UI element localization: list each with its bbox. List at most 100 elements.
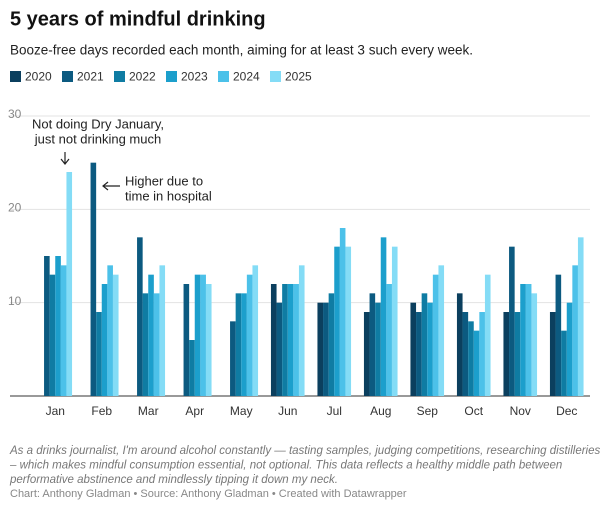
x-tick-label: Dec	[556, 404, 577, 418]
x-tick-label: Jun	[278, 404, 297, 418]
bar	[293, 284, 299, 396]
bar	[386, 284, 392, 396]
note: As a drinks journalist, I'm around alcoh…	[9, 445, 600, 457]
bar	[148, 274, 154, 396]
annotation-arrow-head	[60, 158, 70, 165]
bar	[503, 312, 510, 396]
bar	[55, 256, 61, 396]
bar	[531, 293, 538, 396]
bar	[328, 293, 335, 396]
bar	[479, 312, 485, 396]
bar	[363, 312, 370, 396]
bar	[380, 237, 387, 396]
bar	[525, 284, 532, 396]
legend-label: 2023	[181, 70, 208, 84]
x-tick-label: Sep	[417, 404, 439, 418]
bar	[456, 293, 463, 396]
bar	[107, 265, 113, 396]
bar	[241, 293, 247, 396]
bar	[112, 274, 119, 396]
chart-title: 5 years of mindful drinking	[10, 8, 266, 30]
bar	[473, 330, 480, 396]
bar	[432, 274, 439, 396]
bar	[287, 284, 294, 396]
bar	[205, 284, 212, 396]
bar	[345, 246, 352, 396]
note: – which makes mindful consumption essent…	[9, 460, 562, 472]
bar	[323, 302, 329, 396]
bar	[183, 284, 190, 396]
x-tick-label: May	[230, 404, 253, 418]
bar	[339, 228, 346, 396]
bar	[369, 293, 376, 396]
bar	[153, 293, 160, 396]
bar	[44, 256, 50, 396]
bar	[282, 284, 288, 396]
bar	[276, 302, 283, 396]
bar	[60, 265, 67, 396]
bar	[49, 274, 56, 396]
bar	[468, 321, 474, 396]
bar	[509, 246, 515, 396]
legend-swatch	[270, 71, 281, 82]
y-tick-label: 10	[8, 294, 22, 308]
bar	[375, 302, 381, 396]
bar	[566, 302, 573, 396]
bar	[520, 284, 526, 396]
bar	[391, 246, 398, 396]
note: performative abstinence and mindlessly t…	[9, 474, 338, 486]
bar	[572, 265, 578, 396]
legend-label: 2021	[77, 70, 104, 84]
x-tick-label: Nov	[510, 404, 531, 418]
bar	[66, 172, 73, 396]
legend-label: 2025	[285, 70, 312, 84]
bar	[137, 237, 143, 396]
legend-label: 2022	[129, 70, 156, 84]
x-tick-label: Jul	[327, 404, 342, 418]
legend-swatch	[218, 71, 229, 82]
annotation: just not drinking much	[34, 131, 161, 146]
bar	[230, 321, 236, 396]
bar	[438, 265, 445, 396]
bar	[159, 265, 166, 396]
bar	[194, 274, 201, 396]
legend-swatch	[166, 71, 177, 82]
bar	[317, 302, 324, 396]
legend-swatch	[10, 71, 21, 82]
bar	[270, 284, 277, 396]
legend-label: 2020	[25, 70, 52, 84]
bar	[416, 312, 422, 396]
annotation: Not doing Dry January,	[32, 116, 164, 131]
bar	[462, 312, 469, 396]
y-tick-label: 20	[8, 201, 22, 215]
bar	[555, 274, 562, 396]
y-tick-label: 30	[8, 107, 22, 121]
bar	[334, 246, 340, 396]
legend-swatch	[114, 71, 125, 82]
bar	[484, 274, 491, 396]
bar	[549, 312, 556, 396]
x-tick-label: Mar	[138, 404, 159, 418]
bar	[189, 340, 195, 396]
bar	[200, 274, 206, 396]
bar	[298, 265, 305, 396]
bar	[577, 237, 584, 396]
bar	[410, 302, 417, 396]
x-tick-label: Apr	[185, 404, 204, 418]
bar	[101, 284, 108, 396]
bar	[246, 274, 253, 396]
bar	[90, 162, 97, 396]
bar	[421, 293, 428, 396]
chart-subtitle: Booze-free days recorded each month, aim…	[10, 43, 473, 58]
bar	[142, 293, 149, 396]
annotation: Higher due to	[125, 173, 203, 188]
bar	[427, 302, 433, 396]
bar	[514, 312, 521, 396]
x-tick-label: Aug	[370, 404, 391, 418]
bar	[252, 265, 259, 396]
source: Chart: Anthony Gladman • Source: Anthony…	[10, 488, 407, 500]
legend-swatch	[62, 71, 73, 82]
x-tick-label: Oct	[464, 404, 483, 418]
x-tick-label: Jan	[46, 404, 65, 418]
